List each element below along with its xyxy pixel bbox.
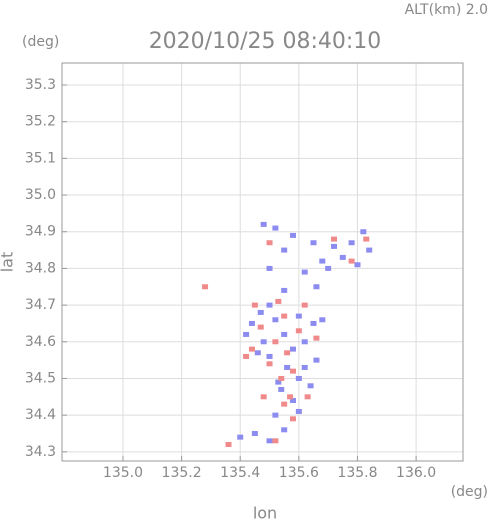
point bbox=[301, 339, 308, 345]
point bbox=[348, 258, 355, 264]
x-tick-label: 136.0 bbox=[396, 465, 436, 481]
point bbox=[266, 302, 273, 308]
point bbox=[310, 320, 317, 326]
point bbox=[266, 353, 273, 359]
point bbox=[272, 412, 279, 418]
point bbox=[331, 243, 338, 249]
point bbox=[289, 232, 296, 238]
point bbox=[281, 313, 288, 319]
point bbox=[266, 438, 273, 444]
y-tick-label: 35.0 bbox=[25, 187, 56, 203]
y-tick-label: 34.7 bbox=[25, 297, 56, 313]
y-tick-label: 35.3 bbox=[25, 77, 56, 93]
point bbox=[254, 350, 261, 356]
y-tick-label: 34.8 bbox=[25, 260, 56, 276]
point bbox=[272, 339, 279, 345]
y-tick-label: 34.4 bbox=[25, 407, 56, 423]
plot-area bbox=[62, 63, 463, 461]
point bbox=[266, 265, 273, 271]
x-axis-label: lon bbox=[253, 504, 277, 521]
point bbox=[354, 262, 361, 268]
point bbox=[319, 258, 326, 264]
point bbox=[260, 221, 267, 227]
point bbox=[266, 361, 273, 367]
point bbox=[237, 434, 244, 440]
point bbox=[339, 254, 346, 260]
point bbox=[289, 397, 296, 403]
point bbox=[275, 379, 282, 385]
point bbox=[257, 309, 264, 315]
x-tick-label: 135.8 bbox=[337, 465, 377, 481]
point bbox=[272, 225, 279, 231]
point bbox=[275, 298, 282, 304]
point bbox=[248, 320, 255, 326]
point bbox=[281, 427, 288, 433]
point bbox=[313, 335, 320, 341]
y-tick-label: 34.3 bbox=[25, 444, 56, 460]
point bbox=[281, 247, 288, 253]
chart-title: 2020/10/25 08:40:10 bbox=[149, 29, 382, 54]
point bbox=[202, 284, 209, 290]
point bbox=[251, 430, 258, 436]
plot-frame bbox=[61, 62, 464, 462]
point bbox=[289, 416, 296, 422]
point bbox=[284, 350, 291, 356]
x-unit: (deg) bbox=[451, 484, 488, 500]
point bbox=[257, 324, 264, 330]
point bbox=[331, 236, 338, 242]
point bbox=[363, 236, 370, 242]
y-tick-label: 34.9 bbox=[25, 224, 56, 240]
point bbox=[260, 394, 267, 400]
point bbox=[272, 317, 279, 323]
point bbox=[278, 375, 285, 381]
point bbox=[243, 353, 250, 359]
point bbox=[289, 346, 296, 352]
y-tick-label: 34.6 bbox=[25, 334, 56, 350]
point bbox=[272, 438, 279, 444]
point bbox=[248, 346, 255, 352]
point bbox=[301, 364, 308, 370]
point bbox=[295, 313, 302, 319]
point bbox=[301, 269, 308, 275]
x-tick-label: 135.4 bbox=[220, 465, 260, 481]
point bbox=[295, 375, 302, 381]
point bbox=[295, 328, 302, 334]
point bbox=[260, 339, 267, 345]
point bbox=[325, 265, 332, 271]
point bbox=[301, 302, 308, 308]
point bbox=[366, 247, 373, 253]
point bbox=[243, 331, 250, 337]
x-tick-label: 135.6 bbox=[279, 465, 319, 481]
point bbox=[284, 364, 291, 370]
point bbox=[304, 394, 311, 400]
point bbox=[281, 331, 288, 337]
y-tick-label: 35.2 bbox=[25, 114, 56, 130]
point bbox=[225, 441, 232, 447]
point bbox=[313, 357, 320, 363]
point bbox=[313, 284, 320, 290]
x-tick-label: 135.0 bbox=[103, 465, 143, 481]
point bbox=[310, 240, 317, 246]
point bbox=[295, 408, 302, 414]
point bbox=[281, 287, 288, 293]
point bbox=[281, 401, 288, 407]
point bbox=[278, 386, 285, 392]
y-unit: (deg) bbox=[22, 34, 59, 50]
point bbox=[287, 394, 294, 400]
y-tick-label: 34.5 bbox=[25, 370, 56, 386]
point bbox=[289, 368, 296, 374]
point bbox=[319, 317, 326, 323]
point bbox=[348, 240, 355, 246]
point bbox=[360, 229, 367, 235]
x-tick-label: 135.2 bbox=[162, 465, 202, 481]
point bbox=[266, 240, 273, 246]
altitude-label: ALT(km) 2.0 bbox=[405, 2, 488, 18]
point bbox=[251, 302, 258, 308]
point bbox=[307, 383, 314, 389]
y-axis-label: lat bbox=[0, 252, 17, 273]
y-tick-label: 35.1 bbox=[25, 150, 56, 166]
